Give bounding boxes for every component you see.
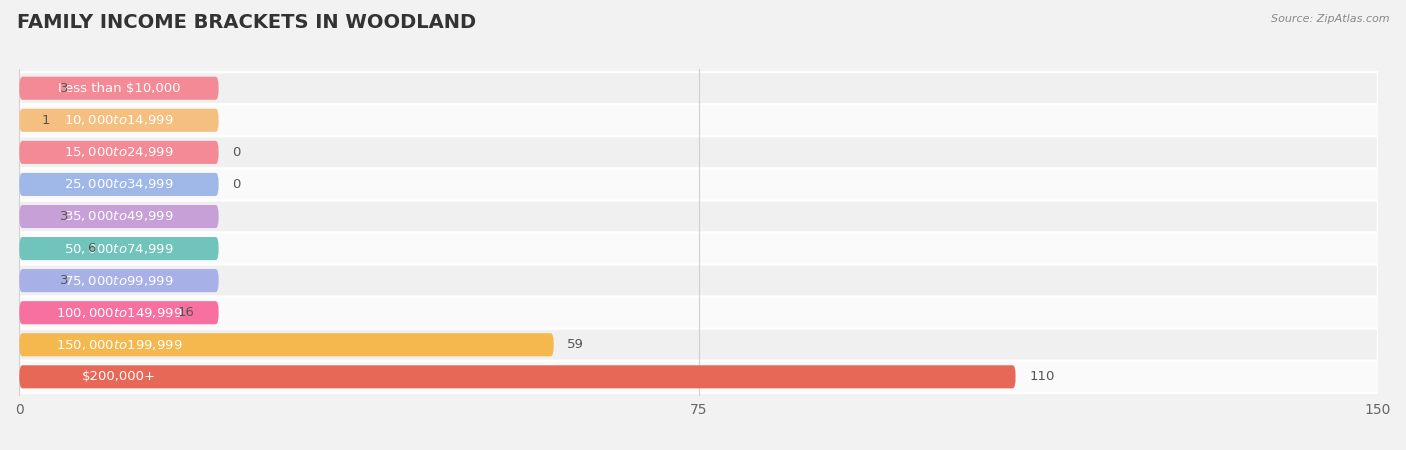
Text: 0: 0 xyxy=(232,178,240,191)
FancyBboxPatch shape xyxy=(20,361,1378,393)
Text: Source: ZipAtlas.com: Source: ZipAtlas.com xyxy=(1271,14,1389,23)
Text: $50,000 to $74,999: $50,000 to $74,999 xyxy=(65,242,174,256)
FancyBboxPatch shape xyxy=(20,168,1378,200)
Text: 1: 1 xyxy=(42,114,51,127)
FancyBboxPatch shape xyxy=(20,365,1015,388)
Text: $100,000 to $149,999: $100,000 to $149,999 xyxy=(56,306,183,320)
Text: 3: 3 xyxy=(60,82,69,95)
FancyBboxPatch shape xyxy=(20,269,218,292)
Text: $75,000 to $99,999: $75,000 to $99,999 xyxy=(65,274,174,288)
FancyBboxPatch shape xyxy=(20,72,1378,104)
FancyBboxPatch shape xyxy=(20,301,218,324)
FancyBboxPatch shape xyxy=(20,109,218,132)
FancyBboxPatch shape xyxy=(20,333,554,356)
Text: 0: 0 xyxy=(232,146,240,159)
Text: Less than $10,000: Less than $10,000 xyxy=(58,82,180,95)
Text: 16: 16 xyxy=(179,306,195,319)
FancyBboxPatch shape xyxy=(20,265,1378,297)
FancyBboxPatch shape xyxy=(20,233,1378,265)
FancyBboxPatch shape xyxy=(20,237,218,260)
FancyBboxPatch shape xyxy=(20,205,218,228)
Text: 59: 59 xyxy=(567,338,583,351)
FancyBboxPatch shape xyxy=(20,141,218,164)
Text: 110: 110 xyxy=(1029,370,1054,383)
Text: 6: 6 xyxy=(87,242,96,255)
Text: $150,000 to $199,999: $150,000 to $199,999 xyxy=(56,338,183,352)
Text: $35,000 to $49,999: $35,000 to $49,999 xyxy=(65,210,174,224)
FancyBboxPatch shape xyxy=(20,297,1378,328)
Text: 3: 3 xyxy=(60,210,69,223)
Text: 3: 3 xyxy=(60,274,69,287)
FancyBboxPatch shape xyxy=(20,104,1378,136)
Text: $15,000 to $24,999: $15,000 to $24,999 xyxy=(65,145,174,159)
Text: $10,000 to $14,999: $10,000 to $14,999 xyxy=(65,113,174,127)
FancyBboxPatch shape xyxy=(20,173,218,196)
FancyBboxPatch shape xyxy=(20,76,218,100)
FancyBboxPatch shape xyxy=(20,136,1378,168)
Text: $200,000+: $200,000+ xyxy=(82,370,156,383)
FancyBboxPatch shape xyxy=(20,328,1378,361)
Text: $25,000 to $34,999: $25,000 to $34,999 xyxy=(65,177,174,191)
FancyBboxPatch shape xyxy=(20,200,1378,233)
Text: FAMILY INCOME BRACKETS IN WOODLAND: FAMILY INCOME BRACKETS IN WOODLAND xyxy=(17,14,477,32)
